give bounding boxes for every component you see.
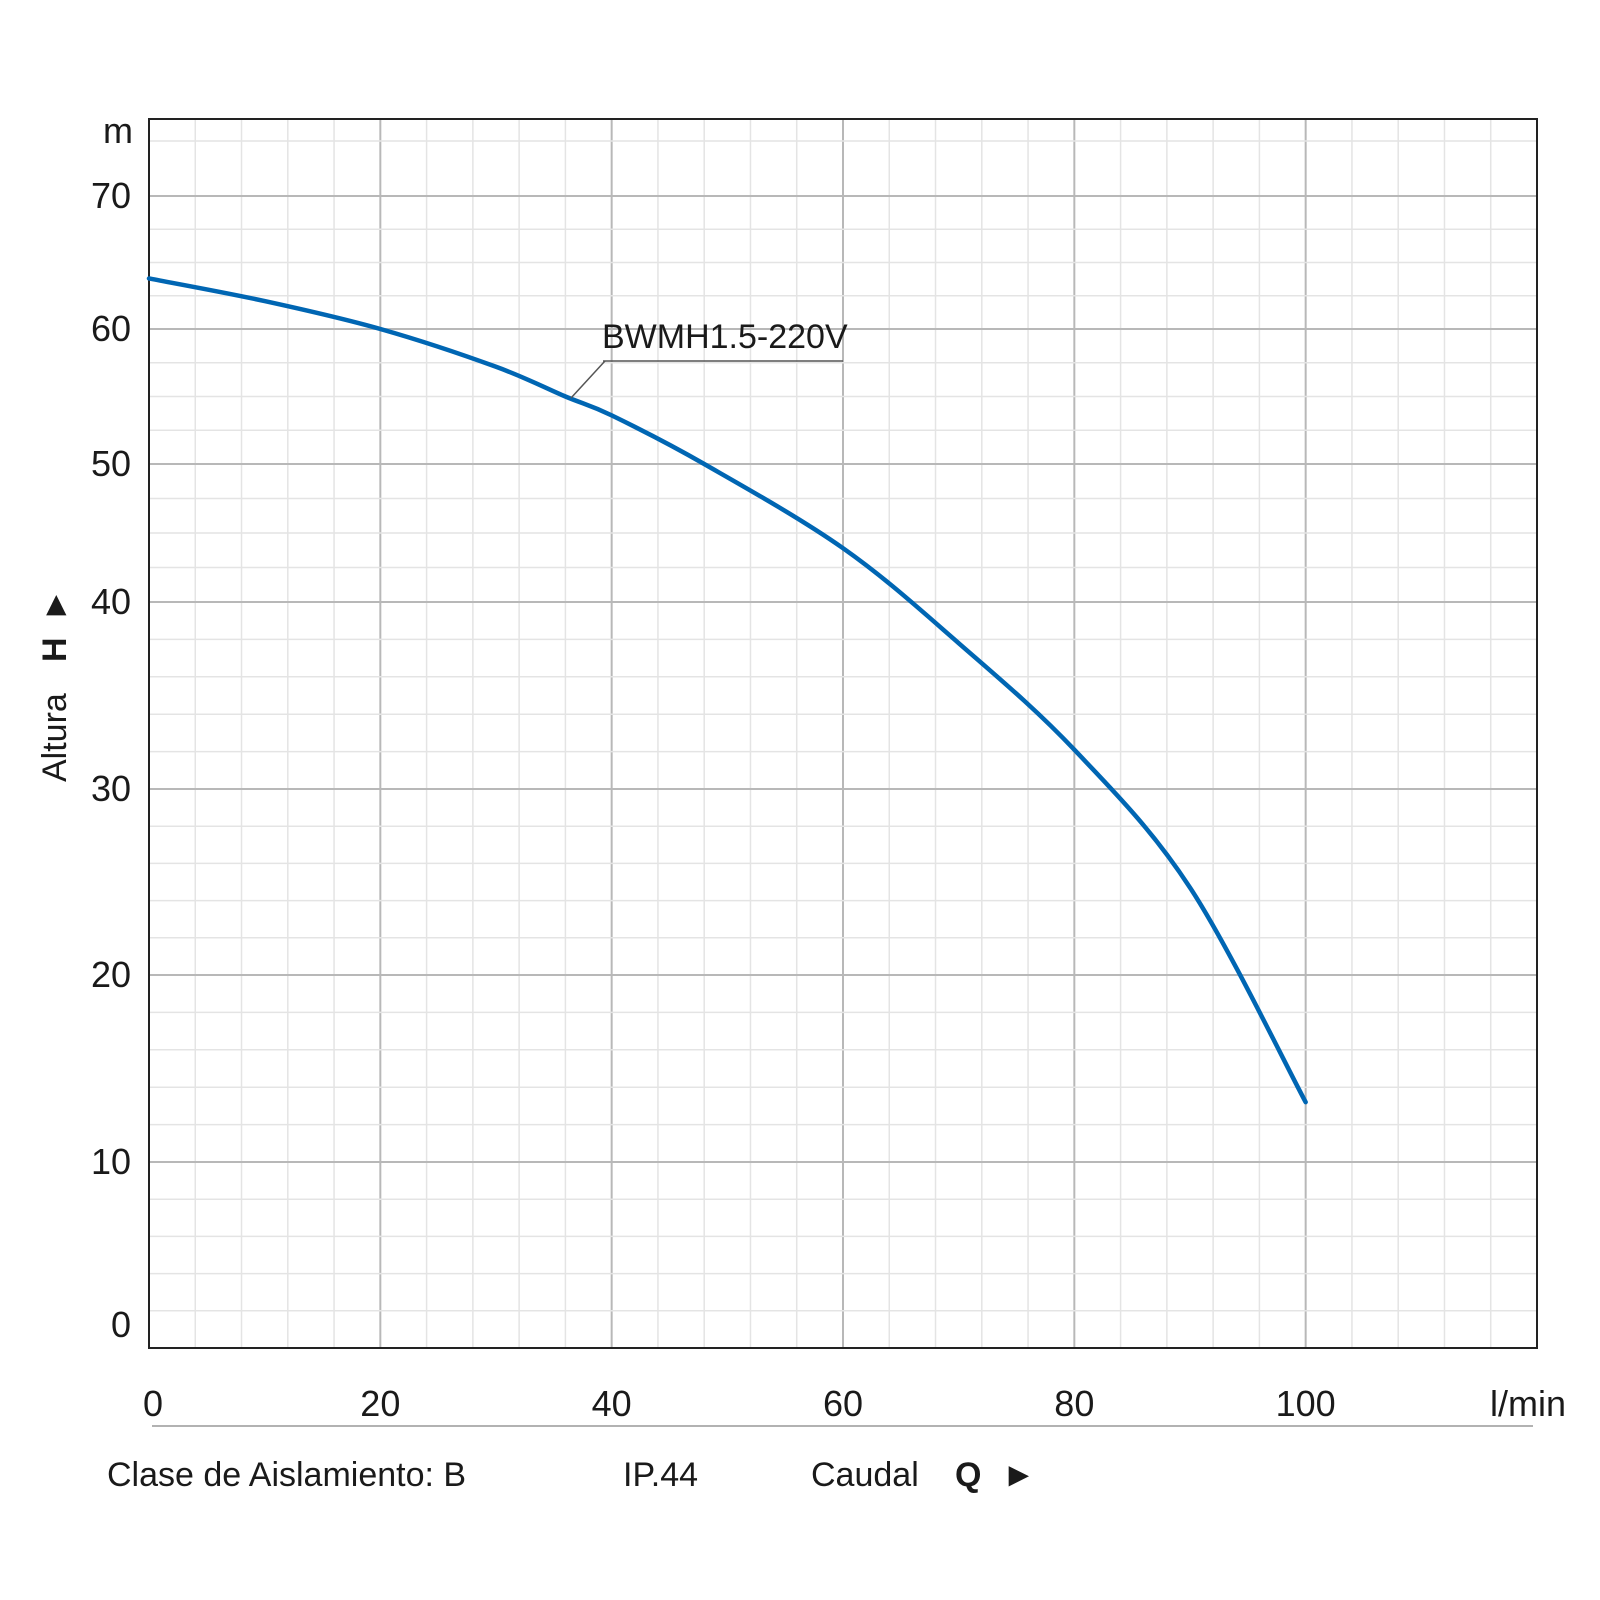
- y-tick-label: 60: [91, 308, 131, 349]
- y-tick-labels: 0 10 20 30 40 50 60 70: [91, 175, 131, 1345]
- series-line-BWMH1.5-220V: [146, 276, 1308, 1105]
- x-tick-label: 100: [1276, 1383, 1336, 1424]
- y-tick-label: 10: [91, 1141, 131, 1182]
- y-arrow-icon: ►: [36, 588, 74, 622]
- x-tick-label: 60: [823, 1383, 863, 1424]
- annotation-label: BWMH1.5-220V: [602, 318, 848, 356]
- annotation-leader-line: [570, 360, 606, 399]
- y-tick-label: 30: [91, 768, 131, 809]
- insulation-class: Clase de Aislamiento: B: [107, 1456, 466, 1494]
- y-axis-label: Altura: [36, 693, 74, 782]
- x-tick-label: 80: [1054, 1383, 1094, 1424]
- y-tick-label: 0: [111, 1304, 131, 1345]
- x-unit-label: l/min: [1490, 1383, 1566, 1424]
- x-tick-label: 0: [143, 1383, 163, 1424]
- y-axis-title: Altura H ►: [36, 588, 74, 782]
- y-tick-label: 70: [91, 175, 131, 216]
- x-arrow-icon: ►: [1002, 1456, 1036, 1494]
- y-tick-label: 20: [91, 954, 131, 995]
- y-tick-label: 40: [91, 581, 131, 622]
- plot-frame: [148, 118, 1538, 1349]
- y-tick-label: 50: [91, 443, 131, 484]
- ip-rating: IP.44: [623, 1456, 698, 1494]
- x-tick-label: 40: [592, 1383, 632, 1424]
- y-axis-symbol: H: [36, 637, 74, 662]
- y-unit-label: m: [103, 110, 133, 151]
- grid: [149, 119, 1537, 1348]
- x-axis-label: Caudal: [811, 1456, 919, 1494]
- x-tick-labels: 0 20 40 60 80 100: [143, 1383, 1336, 1424]
- x-axis-symbol: Q: [955, 1456, 981, 1494]
- x-tick-label: 20: [360, 1383, 400, 1424]
